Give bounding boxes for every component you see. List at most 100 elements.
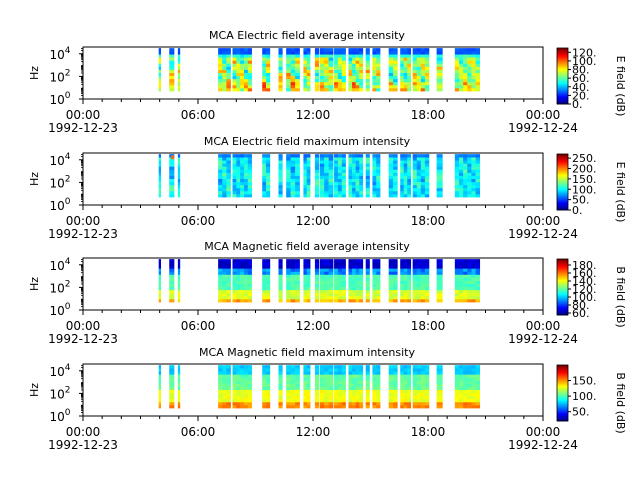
spectrogram-cell — [247, 380, 252, 384]
spectrogram-cell — [407, 66, 412, 70]
spectrogram-cell — [393, 166, 398, 170]
spectrogram-cell — [400, 286, 405, 291]
spectrogram-cell — [400, 88, 405, 92]
spectrogram-cell — [240, 57, 245, 61]
spectrogram-cell — [420, 84, 426, 89]
spectrogram-cell — [169, 405, 175, 409]
spectrogram-cell — [424, 84, 430, 89]
spectrogram-cell — [286, 280, 291, 284]
colorbar-step — [557, 379, 568, 382]
colorbar-step — [557, 300, 568, 302]
spectrogram-cell — [416, 395, 422, 400]
spectrogram-cell — [295, 386, 300, 390]
spectrogram-cell — [324, 383, 329, 387]
spectrogram-cell — [232, 81, 237, 86]
spectrogram-cell — [328, 181, 334, 186]
colorbar-step — [557, 90, 568, 93]
spectrogram-cell — [303, 163, 308, 167]
spectrogram-cell — [262, 365, 267, 369]
spectrogram-cell — [416, 57, 422, 61]
spectrogram-cell — [463, 398, 468, 403]
spectrogram-cell — [372, 292, 377, 297]
colorbar-tick-label: 140. — [572, 275, 597, 288]
spectrogram-cell — [355, 63, 360, 67]
spectrogram-cell — [388, 181, 394, 186]
spectrogram-cell — [420, 268, 426, 272]
spectrogram-cell — [359, 283, 364, 288]
spectrogram-cell — [337, 271, 343, 275]
spectrogram-cell — [475, 383, 481, 387]
spectrogram-cell — [372, 274, 377, 278]
spectrogram-cell — [262, 389, 267, 394]
spectrogram-cell — [222, 160, 227, 164]
spectrogram-cell — [158, 365, 162, 369]
spectrogram-cell — [278, 166, 283, 170]
spectrogram-cell — [306, 72, 311, 77]
spectrogram-cell — [424, 383, 430, 387]
spectrogram-cell — [290, 157, 296, 161]
spectrogram-cell — [319, 380, 325, 384]
spectrogram-cell — [303, 190, 308, 195]
colorbar-step — [557, 207, 568, 209]
spectrogram-cell — [262, 274, 267, 278]
colorbar-step — [557, 407, 568, 410]
spectrogram-cell — [169, 184, 175, 189]
spectrogram-cell — [407, 81, 412, 86]
spectrogram-cell — [365, 54, 370, 58]
spectrogram-cell — [240, 286, 245, 291]
spectrogram-cell — [247, 368, 252, 372]
spectrogram-cell — [158, 274, 162, 278]
spectrogram-cell — [286, 190, 291, 195]
spectrogram-cell — [262, 63, 267, 67]
spectrogram-cell — [355, 154, 360, 158]
spectrogram-cell — [218, 295, 223, 300]
spectrogram-cell — [454, 69, 460, 73]
spectrogram-cell — [463, 48, 468, 52]
spectrogram-cell — [416, 274, 422, 278]
spectrogram-cell — [400, 184, 405, 189]
spectrogram-cell — [319, 60, 325, 64]
spectrogram-cell — [266, 60, 271, 64]
spectrogram-cell — [306, 51, 311, 55]
spectrogram-cell — [337, 163, 343, 167]
spectrogram-cell — [393, 398, 398, 403]
spectrogram-cell — [376, 374, 381, 378]
colorbar-step — [557, 185, 568, 188]
spectrogram-cell — [226, 66, 231, 70]
spectrogram-cell — [222, 389, 227, 394]
colorbar-step — [557, 57, 568, 59]
colorbar-step — [557, 385, 568, 387]
spectrogram-cell — [348, 368, 353, 372]
spectrogram-cell — [348, 60, 353, 64]
spectrogram-cell — [471, 75, 476, 80]
spectrogram-cell — [400, 54, 405, 58]
colorbar-step — [557, 178, 568, 180]
spectrogram-cell — [467, 265, 472, 269]
spectrogram-cell — [247, 190, 252, 195]
spectrogram-cell — [424, 299, 430, 303]
spectrogram-cell — [218, 292, 223, 297]
spectrogram-cell — [218, 54, 223, 58]
spectrogram-cell — [278, 271, 283, 275]
spectrogram-cell — [463, 66, 468, 70]
spectrogram-cell — [463, 157, 468, 161]
spectrogram-cell — [416, 51, 422, 55]
spectrogram-cell — [388, 172, 394, 176]
spectrogram-cell — [286, 84, 291, 89]
spectrogram-cell — [372, 280, 377, 284]
spectrogram-cell — [407, 377, 412, 381]
colorbar-step — [557, 205, 568, 207]
spectrogram-cell — [407, 194, 412, 198]
spectrogram-cell — [454, 274, 460, 278]
colorbar-step — [557, 388, 568, 390]
spectrogram-cell — [244, 389, 249, 394]
spectrogram-cell — [467, 299, 472, 303]
colorbar-tick-label: 0. — [572, 98, 583, 111]
spectrogram-cell — [244, 265, 249, 269]
spectrogram-cell — [177, 265, 181, 269]
colorbar-step — [557, 279, 568, 281]
spectrogram-cell — [328, 371, 334, 375]
spectrogram-cell — [341, 405, 346, 409]
spectrogram-cell — [416, 84, 422, 89]
